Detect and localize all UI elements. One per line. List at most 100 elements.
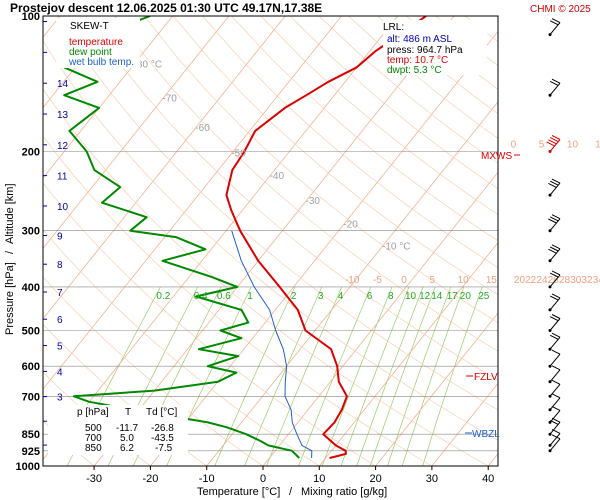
copyright: CHMI © 2025 — [530, 4, 591, 15]
dry-adiabat — [85, 16, 498, 381]
wind-barb — [548, 349, 561, 368]
wind-barb — [548, 293, 561, 312]
isotherm-line — [43, 16, 230, 250]
pressure-tick-label: 700 — [22, 391, 40, 403]
table-cell: 700 — [85, 433, 102, 444]
fzlv-marker: FZLV — [466, 372, 498, 383]
legend-box: SKEW-T temperature dew point wet bulb te… — [56, 18, 140, 68]
wind-barb — [548, 405, 561, 424]
altitude-tick-label: 5 — [57, 342, 63, 353]
wbzl-label: WBZL — [472, 429, 500, 440]
isotherm-label: 26 — [548, 275, 560, 286]
y-axis-label-2: Altitude [km] — [4, 183, 16, 244]
x-tick-label: 0 — [260, 473, 266, 485]
lrl-title: LRL: — [383, 22, 404, 33]
pressure-tick-label: 300 — [22, 226, 40, 238]
isotherm-line — [43, 16, 286, 320]
dry-adiabat — [202, 16, 498, 268]
isotherm-line — [262, 171, 498, 466]
mixing-ratio-label: 14 — [431, 291, 443, 302]
isotherm-label: 10 — [458, 275, 470, 286]
wind-barb — [548, 365, 561, 384]
mixing-ratio-label: 1 — [247, 291, 253, 302]
table-header-p: p [hPa] — [77, 407, 109, 418]
isotherm-line — [43, 16, 342, 390]
isotherm-label: 30 — [570, 275, 582, 286]
pressure-tick-label: 850 — [22, 429, 40, 441]
mxws-marker: MXWS — [481, 151, 520, 162]
y-axis-label: Pressure [hPa] — [4, 262, 16, 335]
lrl-alt: alt: 486 m ASL — [387, 34, 452, 45]
isotherm-grey-label: -30 — [306, 196, 321, 207]
mixing-ratio-label: 25 — [478, 291, 490, 302]
legend-wet-bulb: wet bulb temp. — [68, 57, 134, 68]
wind-barb — [548, 214, 561, 233]
isotherm-line — [43, 16, 117, 109]
isotherm-label: 10 — [567, 140, 579, 151]
isotherm-label: 0 — [401, 275, 407, 286]
wind-barb — [546, 135, 561, 153]
dry-adiabat — [114, 16, 498, 352]
pressure-tick-label: 200 — [22, 147, 40, 159]
wind-barb — [548, 78, 561, 97]
isotherm-line — [206, 101, 498, 466]
x-tick-label: 10 — [313, 473, 325, 485]
isotherm-label: 5 — [429, 275, 435, 286]
isotherm-grey-label: -40 — [270, 171, 285, 182]
table-cell: -26.8 — [151, 423, 174, 434]
x-axis-separator: / — [289, 486, 293, 498]
lrl-temp: temp: 10.7 °C — [387, 55, 448, 66]
isotherm-line — [150, 30, 498, 466]
legend-dew-point: dew point — [69, 47, 112, 58]
isotherm-line — [375, 312, 498, 466]
x-axis-label-2: Mixing ratio [g/kg] — [301, 486, 387, 498]
wind-barb — [548, 270, 561, 289]
mixing-ratio-label: 17 — [447, 291, 459, 302]
wind-barb — [548, 244, 561, 263]
lrl-dwpt: dwpt: 5.3 °C — [387, 65, 442, 76]
table-cell: 500 — [85, 423, 102, 434]
levels-table: p [hPa] T Td [°C] 500 -11.7 -26.8 700 5.… — [48, 405, 188, 455]
dry-adiabat — [56, 16, 498, 411]
x-axis-title: Temperature [°C] / Mixing ratio [g/kg] — [197, 486, 387, 498]
wind-barb — [548, 428, 561, 447]
table-cell: 6.2 — [120, 443, 134, 454]
pressure-tick-label: 600 — [22, 361, 40, 373]
mixing-ratio-label: 20 — [460, 291, 472, 302]
wind-barb — [548, 417, 561, 436]
legend-title: SKEW-T — [70, 21, 109, 32]
isotherm-grey-label: -60 — [195, 123, 210, 134]
wind-barb — [548, 379, 561, 398]
isotherm-line — [43, 16, 173, 179]
pressure-tick-label: 100 — [22, 11, 40, 23]
altitude-tick-label: 4 — [57, 367, 63, 378]
wind-barb — [548, 18, 561, 37]
isotherm-grey-label: -80 °C — [134, 59, 162, 70]
wind-barb — [548, 434, 561, 453]
table-header-td: Td [°C] — [146, 407, 177, 418]
wet-bulb-line — [231, 230, 313, 459]
isotherm-label: 20 — [514, 275, 526, 286]
temperature-line — [225, 16, 427, 459]
dry-adiabat — [143, 16, 498, 324]
lrl-box: LRL: alt: 486 m ASL press: 964.7 hPa tem… — [383, 20, 487, 76]
isotherm-label: -5 — [373, 275, 382, 286]
mixing-ratio-label: 8 — [388, 291, 394, 302]
y-axis-separator: / — [4, 250, 16, 254]
wind-barb — [548, 314, 561, 332]
x-tick-label: 30 — [426, 473, 438, 485]
isotherm-label: 24 — [536, 275, 548, 286]
x-axis-label: Temperature [°C] — [197, 486, 280, 498]
wbzl-marker: WBZL — [465, 429, 500, 440]
mixing-ratio-label: 4 — [338, 291, 344, 302]
legend-temperature: temperature — [69, 37, 123, 48]
altitude-tick-label: 9 — [57, 232, 63, 243]
altitude-tick-label: 3 — [57, 393, 63, 404]
isotherm-label: 5 — [539, 140, 545, 151]
isotherm-grey-label: -20 — [343, 219, 358, 230]
pressure-tick-label: 1000 — [16, 461, 40, 473]
isotherm-label: -10 — [345, 275, 360, 286]
isotherm-line — [431, 382, 498, 466]
mxws-label: MXWS — [481, 151, 512, 162]
dry-adiabat — [231, 16, 498, 242]
